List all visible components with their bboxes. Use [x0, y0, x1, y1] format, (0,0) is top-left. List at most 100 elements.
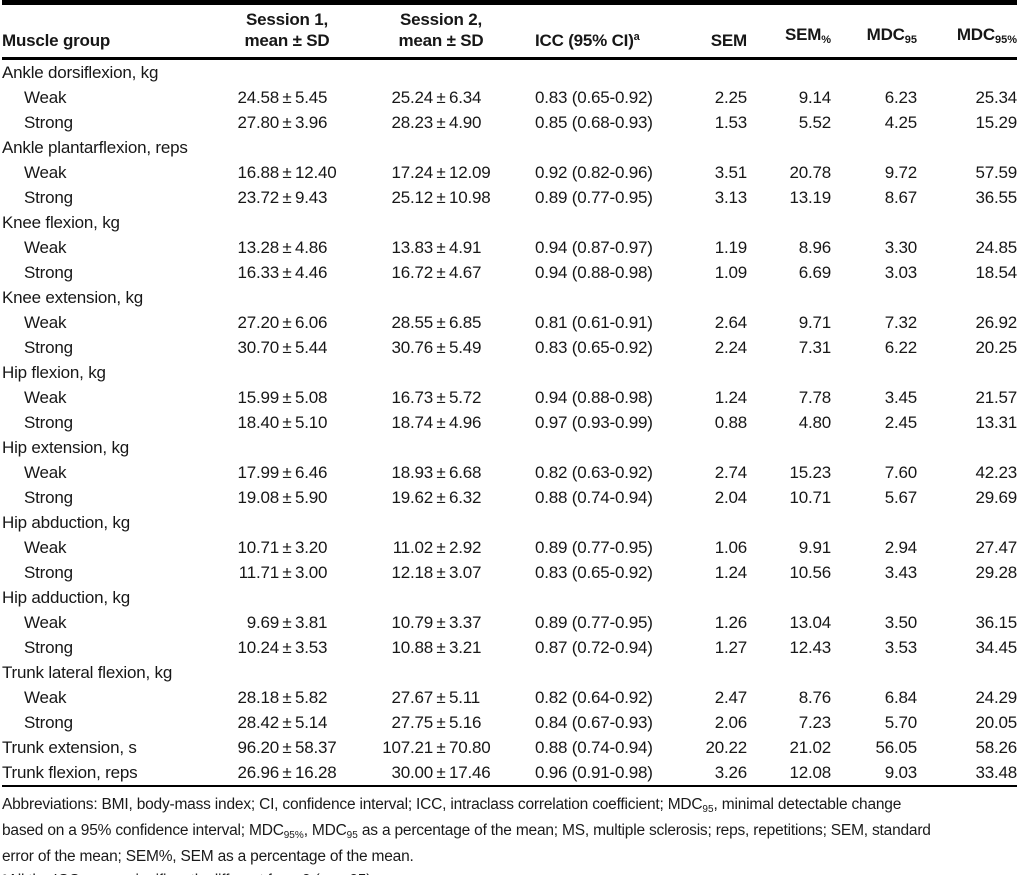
muscle-group-label: Ankle plantarflexion, reps [2, 138, 188, 157]
footnote-line: Abbreviations: BMI, body-mass index; CI,… [2, 794, 1018, 820]
data-row: Weak 17.99 ±6.46 18.93 ±6.68 0.82 (0.63-0.92)… [2, 460, 1017, 485]
header-sem: SEM [667, 2, 747, 60]
sem-pct-cell: 15.23 [789, 463, 831, 482]
icc-cell: 0.87 (0.72-0.94) [535, 638, 653, 657]
data-row: Weak 24.58 ±5.45 25.24 ±6.34 0.83 (0.65-0.92)… [2, 85, 1017, 110]
plus-minus-symbol: ± [436, 713, 446, 732]
sem-pct-cell: 9.91 [798, 538, 831, 557]
mean-value: 18.93 [391, 463, 433, 482]
sem-cell: 20.22 [705, 738, 747, 757]
row-label: Strong [24, 563, 73, 582]
mean-value: 19.08 [237, 488, 279, 507]
sd-value: 5.49 [449, 338, 482, 357]
sd-value: 5.11 [449, 688, 481, 707]
muscle-group-label: Knee flexion, kg [2, 213, 120, 232]
header-mdc95-subscript: 95 [904, 34, 917, 46]
mdc95-cell: 2.45 [884, 413, 917, 432]
session1-cell: 27.80 ±3.96 [207, 110, 337, 135]
muscle-group-row: Trunk lateral flexion, kg [2, 660, 1017, 685]
sd-value: 5.14 [295, 713, 328, 732]
mean-value: 15.99 [237, 388, 279, 407]
sem-pct-cell: 13.19 [789, 188, 831, 207]
footnote-text: All the ICCs were significantly differen… [8, 872, 376, 875]
mdc95-pct-cell: 58.26 [975, 738, 1017, 757]
sd-value: 3.53 [295, 638, 328, 657]
sd-value: 6.46 [295, 463, 328, 482]
sem-pct-cell: 5.52 [798, 113, 831, 132]
plus-minus-symbol: ± [282, 488, 292, 507]
table-header: Muscle group Session 1, mean ± SD Sessio… [2, 2, 1017, 60]
row-label: Weak [24, 613, 67, 632]
plus-minus-symbol: ± [436, 388, 446, 407]
mdc95-pct-cell: 24.29 [975, 688, 1017, 707]
plus-minus-symbol: ± [282, 638, 292, 657]
data-row: Weak 15.99 ±5.08 16.73 ±5.72 0.94 (0.88-0.98)… [2, 385, 1017, 410]
muscle-group-label: Hip flexion, kg [2, 363, 106, 382]
icc-cell: 0.89 (0.77-0.95) [535, 613, 653, 632]
session2-cell: 10.79 ±3.37 [337, 610, 497, 635]
icc-cell: 0.83 (0.65-0.92) [535, 338, 653, 357]
icc-cell: 0.88 (0.74-0.94) [535, 488, 653, 507]
sd-value: 10.98 [449, 188, 491, 207]
session2-cell: 107.21 ±70.80 [337, 735, 497, 760]
icc-cell: 0.81 (0.61-0.91) [535, 313, 653, 332]
footnote-text: , MDC [303, 822, 347, 839]
session1-cell: 24.58 ±5.45 [207, 85, 337, 110]
sd-value: 4.91 [449, 238, 482, 257]
session2-cell: 18.93 ±6.68 [337, 460, 497, 485]
mdc95-cell: 6.22 [884, 338, 917, 357]
sd-value: 16.28 [295, 763, 337, 782]
plus-minus-symbol: ± [282, 188, 292, 207]
sd-value: 4.46 [295, 263, 328, 282]
data-row: Weak 9.69 ±3.81 10.79 ±3.37 0.89 (0.77-0.95) 1… [2, 610, 1017, 635]
data-row: Weak 10.71 ±3.20 11.02 ±2.92 0.89 (0.77-0.95)… [2, 535, 1017, 560]
header-mdc95-pct-base: MDC [956, 25, 995, 44]
muscle-group-label: Ankle dorsiflexion, kg [2, 63, 159, 82]
mdc95-pct-cell: 27.47 [975, 538, 1017, 557]
sem-cell: 3.51 [714, 163, 747, 182]
plus-minus-symbol: ± [436, 688, 446, 707]
header-session2: Session 2, mean ± SD [337, 2, 497, 60]
sd-value: 17.46 [449, 763, 491, 782]
sem-pct-cell: 4.80 [798, 413, 831, 432]
muscle-group-label: Hip abduction, kg [2, 513, 130, 532]
mdc95-pct-cell: 33.48 [917, 760, 1017, 787]
header-sem-pct-subscript: % [821, 34, 831, 46]
plus-minus-symbol: ± [282, 113, 292, 132]
session2-cell: 16.72 ±4.67 [337, 260, 497, 285]
header-sem-pct-base: SEM [784, 25, 822, 44]
muscle-group-row: Knee flexion, kg [2, 210, 1017, 235]
footnote-line: aAll the ICCs were significantly differe… [2, 867, 1018, 875]
session2-cell: 27.67 ±5.11 [337, 685, 497, 710]
sem-pct-cell: 6.69 [798, 263, 831, 282]
session1-cell: 19.08 ±5.90 [207, 485, 337, 510]
icc-cell: 0.94 (0.87-0.97) [535, 238, 653, 257]
plus-minus-symbol: ± [436, 613, 446, 632]
session1-cell: 17.99 ±6.46 [207, 460, 337, 485]
sd-value: 12.09 [449, 163, 491, 182]
mdc95-cell: 5.70 [884, 713, 917, 732]
muscle-group-row: Hip abduction, kg [2, 510, 1017, 535]
mean-value: 25.24 [391, 88, 433, 107]
mdc95-pct-cell: 36.15 [975, 613, 1017, 632]
sem-cell: 1.19 [714, 238, 747, 257]
subscript-text: 95 [346, 830, 358, 841]
mdc95-cell: 7.32 [884, 313, 917, 332]
sd-value: 6.34 [449, 88, 482, 107]
plus-minus-symbol: ± [282, 338, 292, 357]
mdc95-cell: 56.05 [875, 738, 917, 757]
sem-cell: 2.74 [714, 463, 747, 482]
plus-minus-symbol: ± [436, 413, 446, 432]
icc-cell: 0.92 (0.82-0.96) [535, 163, 653, 182]
sem-cell: 2.47 [714, 688, 747, 707]
sem-pct-cell: 8.76 [798, 688, 831, 707]
sd-value: 5.45 [295, 88, 328, 107]
row-label: Trunk extension, s [2, 738, 137, 757]
data-row: Weak 27.20 ±6.06 28.55 ±6.85 0.81 (0.61-0.91)… [2, 310, 1017, 335]
icc-cell: 0.97 (0.93-0.99) [535, 413, 653, 432]
mean-value: 10.71 [237, 538, 279, 557]
sd-value: 5.72 [449, 388, 482, 407]
sem-cell: 1.09 [714, 263, 747, 282]
sd-value: 5.10 [295, 413, 328, 432]
